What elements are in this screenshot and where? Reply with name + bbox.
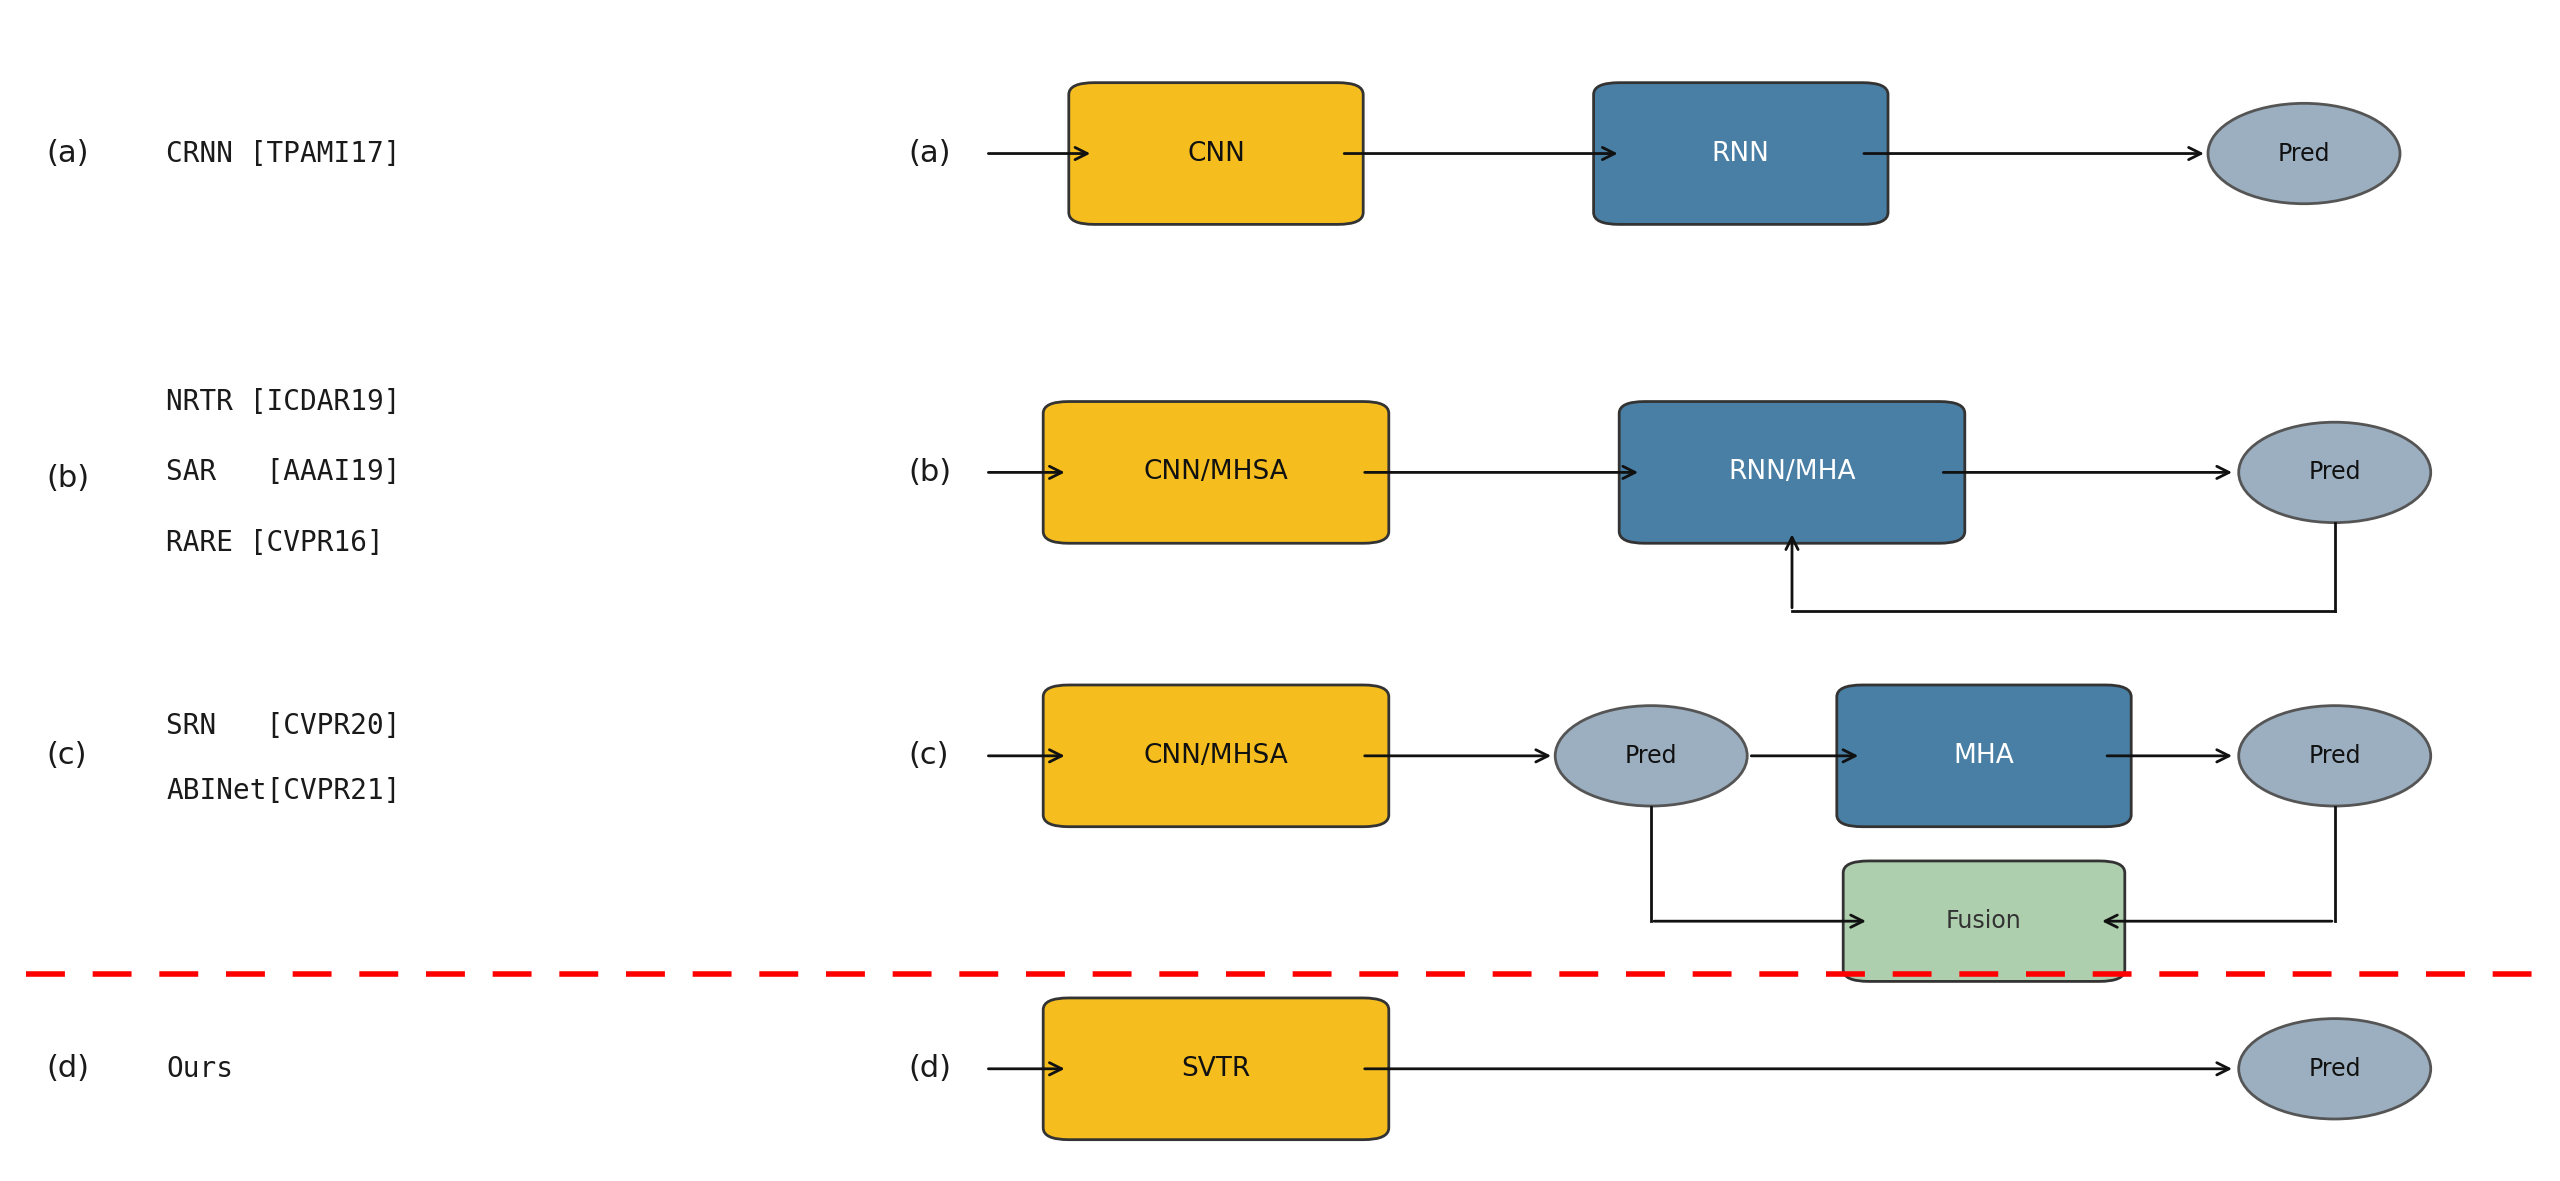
Text: ABINet[CVPR21]: ABINet[CVPR21] <box>166 777 402 805</box>
Text: (b): (b) <box>909 458 952 487</box>
FancyBboxPatch shape <box>1070 83 1362 224</box>
FancyBboxPatch shape <box>1843 861 2125 981</box>
Text: Pred: Pred <box>2309 1057 2360 1081</box>
Text: NRTR [ICDAR19]: NRTR [ICDAR19] <box>166 387 402 416</box>
Text: Pred: Pred <box>2278 142 2330 165</box>
Text: RNN: RNN <box>1713 141 1769 167</box>
FancyBboxPatch shape <box>1044 685 1388 827</box>
Text: CNN: CNN <box>1188 141 1244 167</box>
Text: Ours: Ours <box>166 1055 233 1083</box>
Text: SRN   [CVPR20]: SRN [CVPR20] <box>166 712 402 740</box>
Ellipse shape <box>2207 103 2401 203</box>
FancyBboxPatch shape <box>1044 402 1388 543</box>
Text: (c): (c) <box>46 742 87 770</box>
Text: (b): (b) <box>46 464 90 492</box>
Ellipse shape <box>2240 706 2432 807</box>
Ellipse shape <box>2240 1018 2432 1120</box>
Text: SVTR: SVTR <box>1180 1056 1252 1082</box>
Text: (c): (c) <box>909 742 950 770</box>
FancyBboxPatch shape <box>1592 83 1889 224</box>
Text: (d): (d) <box>909 1055 952 1083</box>
Ellipse shape <box>1556 706 1748 807</box>
Text: SAR   [AAAI19]: SAR [AAAI19] <box>166 458 402 487</box>
Text: Pred: Pred <box>2309 461 2360 484</box>
Text: (d): (d) <box>46 1055 90 1083</box>
FancyBboxPatch shape <box>1044 998 1388 1140</box>
Text: CRNN [TPAMI17]: CRNN [TPAMI17] <box>166 139 402 168</box>
Text: RARE [CVPR16]: RARE [CVPR16] <box>166 529 384 557</box>
Text: RNN/MHA: RNN/MHA <box>1728 459 1856 485</box>
Text: MHA: MHA <box>1953 743 2015 769</box>
Text: Pred: Pred <box>1626 744 1677 768</box>
Text: Fusion: Fusion <box>1946 909 2022 933</box>
FancyBboxPatch shape <box>1838 685 2130 827</box>
Text: Pred: Pred <box>2309 744 2360 768</box>
Text: CNN/MHSA: CNN/MHSA <box>1144 459 1288 485</box>
Text: (a): (a) <box>909 139 952 168</box>
Text: CNN/MHSA: CNN/MHSA <box>1144 743 1288 769</box>
FancyBboxPatch shape <box>1618 402 1966 543</box>
Ellipse shape <box>2240 423 2432 522</box>
Text: (a): (a) <box>46 139 90 168</box>
